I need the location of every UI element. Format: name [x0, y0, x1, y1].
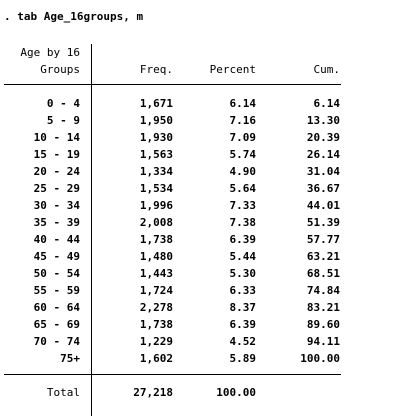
row-cum: 26.14	[306, 148, 340, 161]
total-freq: 27,218	[133, 386, 173, 399]
row-label: 20 - 24	[33, 165, 80, 178]
table-row: 55 - 59 1,724 6.33 74.84	[0, 284, 405, 298]
row-freq: 1,671	[139, 97, 173, 110]
table-row: 5 - 9 1,950 7.16 13.30	[0, 114, 405, 128]
row-label: 40 - 44	[33, 233, 80, 246]
row-freq: 1,443	[139, 267, 173, 280]
row-cum: 57.77	[306, 233, 340, 246]
row-cum: 89.60	[306, 318, 340, 331]
table-row: 50 - 54 1,443 5.30 68.51	[0, 267, 405, 281]
row-freq: 2,278	[139, 301, 173, 314]
row-percent: 7.33	[229, 199, 257, 212]
table-row: 75+ 1,602 5.89 100.00	[0, 352, 405, 366]
row-freq: 2,008	[139, 216, 173, 229]
row-percent: 6.14	[229, 97, 257, 110]
row-label: 50 - 54	[33, 267, 80, 280]
row-cum: 44.01	[306, 199, 340, 212]
table-row: 40 - 44 1,738 6.39 57.77	[0, 233, 405, 247]
row-freq: 1,534	[139, 182, 173, 195]
row-freq: 1,738	[139, 233, 173, 246]
row-percent: 5.89	[229, 352, 257, 365]
row-cum: 63.21	[306, 250, 340, 263]
row-percent: 5.44	[229, 250, 257, 263]
freq-header: Freq.	[139, 63, 173, 76]
table-row: 60 - 64 2,278 8.37 83.21	[0, 301, 405, 315]
row-cum: 51.39	[306, 216, 340, 229]
row-freq: 1,334	[139, 165, 173, 178]
row-label: 5 - 9	[46, 114, 80, 127]
total-row: Total 27,218 100.00	[0, 386, 405, 400]
row-cum: 20.39	[306, 131, 340, 144]
row-label: 25 - 29	[33, 182, 80, 195]
command-line: . tab Age_16groups, m	[4, 10, 144, 23]
row-percent: 7.09	[229, 131, 257, 144]
row-percent: 4.90	[229, 165, 257, 178]
table-row: 45 - 49 1,480 5.44 63.21	[0, 250, 405, 264]
variable-label-line2: Groups	[40, 63, 80, 76]
table-row: 30 - 34 1,996 7.33 44.01	[0, 199, 405, 213]
header-divider	[4, 84, 341, 85]
percent-header: Percent	[209, 63, 256, 76]
row-label: 30 - 34	[33, 199, 80, 212]
row-cum: 83.21	[306, 301, 340, 314]
variable-label-line1: Age by 16	[20, 46, 80, 59]
row-percent: 5.30	[229, 267, 257, 280]
total-percent: 100.00	[216, 386, 256, 399]
row-cum: 74.84	[306, 284, 340, 297]
cum-header: Cum.	[313, 63, 341, 76]
row-freq: 1,950	[139, 114, 173, 127]
row-percent: 6.33	[229, 284, 257, 297]
row-label: 70 - 74	[33, 335, 80, 348]
row-freq: 1,738	[139, 318, 173, 331]
row-freq: 1,563	[139, 148, 173, 161]
row-label: 35 - 39	[33, 216, 80, 229]
table-row: 35 - 39 2,008 7.38 51.39	[0, 216, 405, 230]
row-percent: 5.74	[229, 148, 257, 161]
table-row: 65 - 69 1,738 6.39 89.60	[0, 318, 405, 332]
row-percent: 6.39	[229, 233, 257, 246]
row-percent: 6.39	[229, 318, 257, 331]
row-percent: 7.38	[229, 216, 257, 229]
row-percent: 5.64	[229, 182, 257, 195]
row-label: 10 - 14	[33, 131, 80, 144]
row-freq: 1,480	[139, 250, 173, 263]
row-percent: 4.52	[229, 335, 257, 348]
row-freq: 1,724	[139, 284, 173, 297]
table-row: 0 - 4 1,671 6.14 6.14	[0, 97, 405, 111]
row-cum: 13.30	[306, 114, 340, 127]
row-freq: 1,996	[139, 199, 173, 212]
row-label: 45 - 49	[33, 250, 80, 263]
row-label: 65 - 69	[33, 318, 80, 331]
row-percent: 8.37	[229, 301, 257, 314]
table-row: 25 - 29 1,534 5.64 36.67	[0, 182, 405, 196]
row-cum: 36.67	[306, 182, 340, 195]
row-cum: 100.00	[300, 352, 340, 365]
table-row: 20 - 24 1,334 4.90 31.04	[0, 165, 405, 179]
row-freq: 1,229	[139, 335, 173, 348]
row-freq: 1,602	[139, 352, 173, 365]
row-cum: 68.51	[306, 267, 340, 280]
row-label: 15 - 19	[33, 148, 80, 161]
total-label: Total	[46, 386, 80, 399]
table-row: 10 - 14 1,930 7.09 20.39	[0, 131, 405, 145]
row-label: 55 - 59	[33, 284, 80, 297]
total-divider	[4, 374, 341, 375]
row-percent: 7.16	[229, 114, 257, 127]
row-freq: 1,930	[139, 131, 173, 144]
row-cum: 31.04	[306, 165, 340, 178]
row-label: 75+	[60, 352, 80, 365]
row-label: 60 - 64	[33, 301, 80, 314]
table-vertical-rule	[91, 44, 92, 416]
table-row: 15 - 19 1,563 5.74 26.14	[0, 148, 405, 162]
row-cum: 6.14	[313, 97, 341, 110]
table-row: 70 - 74 1,229 4.52 94.11	[0, 335, 405, 349]
row-cum: 94.11	[306, 335, 340, 348]
row-label: 0 - 4	[46, 97, 80, 110]
